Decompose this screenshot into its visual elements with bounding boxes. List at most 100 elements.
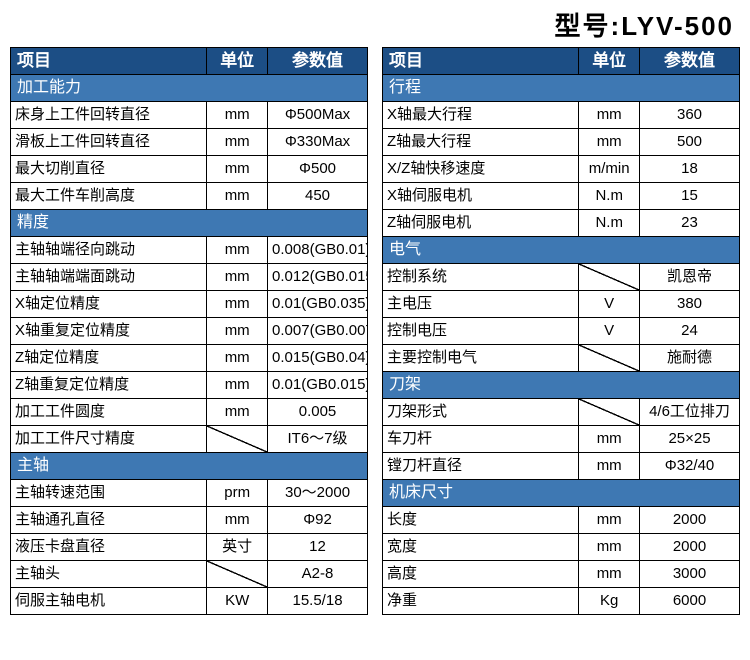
table-row: 净重Kg6000 [383,588,740,615]
table-row: 主轴转速范围prm30～2000 [11,480,368,507]
param-unit: Kg [579,588,640,615]
table-row: 加工工件圆度mm0.005 [11,399,368,426]
param-name: 宽度 [383,534,579,561]
param-unit: N.m [579,210,640,237]
param-name: 加工工件尺寸精度 [11,426,207,453]
table-row: 主电压V380 [383,291,740,318]
param-name: 最大工件车削高度 [11,183,207,210]
section-label: 行程 [383,75,740,102]
param-unit [579,399,640,426]
section-label: 机床尺寸 [383,480,740,507]
table-row: X轴定位精度mm0.01(GB0.035) [11,291,368,318]
param-unit: mm [207,345,268,372]
spec-table-right: 项目单位参数值行程X轴最大行程mm360Z轴最大行程mm500X/Z轴快移速度m… [382,47,740,615]
param-unit: mm [207,129,268,156]
param-unit [579,345,640,372]
param-value: 0.015(GB0.04) [268,345,368,372]
table-header-row: 项目单位参数值 [383,48,740,75]
param-unit: mm [207,183,268,210]
table-row: 镗刀杆直径mmΦ32/40 [383,453,740,480]
table-row: Z轴定位精度mm0.015(GB0.04) [11,345,368,372]
table-row: 主要控制电气施耐德 [383,345,740,372]
param-value: 25×25 [640,426,740,453]
param-value: Φ500 [268,156,368,183]
table-row: X轴重复定位精度mm0.007(GB0.0075) [11,318,368,345]
table-row: 液压卡盘直径英寸12 [11,534,368,561]
table-row: X/Z轴快移速度m/min18 [383,156,740,183]
param-name: 高度 [383,561,579,588]
param-unit: V [579,291,640,318]
param-unit: mm [207,507,268,534]
section-label: 刀架 [383,372,740,399]
param-name: X/Z轴快移速度 [383,156,579,183]
param-value: 6000 [640,588,740,615]
section-label: 电气 [383,237,740,264]
param-unit: mm [579,102,640,129]
param-name: 刀架形式 [383,399,579,426]
param-unit: m/min [579,156,640,183]
param-unit: mm [207,102,268,129]
param-unit: V [579,318,640,345]
param-name: X轴最大行程 [383,102,579,129]
param-name: 主要控制电气 [383,345,579,372]
param-value: Φ32/40 [640,453,740,480]
param-name: X轴伺服电机 [383,183,579,210]
section-row: 行程 [383,75,740,102]
param-value: 360 [640,102,740,129]
param-name: 净重 [383,588,579,615]
section-label: 主轴 [11,453,368,480]
param-name: 床身上工件回转直径 [11,102,207,129]
param-value: 0.005 [268,399,368,426]
section-label: 加工能力 [11,75,368,102]
param-name: Z轴伺服电机 [383,210,579,237]
table-header-cell: 单位 [207,48,268,75]
table-row: 主轴轴端径向跳动mm0.008(GB0.01) [11,237,368,264]
param-unit: N.m [579,183,640,210]
param-name: X轴重复定位精度 [11,318,207,345]
section-row: 电气 [383,237,740,264]
param-unit: mm [579,507,640,534]
model-value: LYV-500 [621,11,734,41]
model-label: 型号: [555,11,622,41]
table-row: 床身上工件回转直径mmΦ500Max [11,102,368,129]
table-header-cell: 参数值 [640,48,740,75]
section-row: 加工能力 [11,75,368,102]
section-label: 精度 [11,210,368,237]
param-value: 4/6工位排刀 [640,399,740,426]
param-value: 2000 [640,507,740,534]
param-unit: mm [579,561,640,588]
section-row: 刀架 [383,372,740,399]
section-row: 精度 [11,210,368,237]
param-unit: mm [207,399,268,426]
param-name: 车刀杆 [383,426,579,453]
table-row: 宽度mm2000 [383,534,740,561]
section-row: 主轴 [11,453,368,480]
param-name: Z轴重复定位精度 [11,372,207,399]
param-name: 控制电压 [383,318,579,345]
param-value: IT6～7级 [268,426,368,453]
table-header-cell: 单位 [579,48,640,75]
param-value: 30～2000 [268,480,368,507]
param-unit [579,264,640,291]
param-value: 0.01(GB0.015) [268,372,368,399]
table-row: 主轴通孔直径mmΦ92 [11,507,368,534]
table-row: 控制电压V24 [383,318,740,345]
param-name: Z轴最大行程 [383,129,579,156]
param-value: 0.007(GB0.0075) [268,318,368,345]
table-row: 高度mm3000 [383,561,740,588]
param-name: 伺服主轴电机 [11,588,207,615]
model-line: 型号:LYV-500 [10,6,740,43]
param-unit: mm [207,372,268,399]
param-value: 12 [268,534,368,561]
table-row: 主轴头A2-8 [11,561,368,588]
param-value: 0.008(GB0.01) [268,237,368,264]
table-row: 车刀杆mm25×25 [383,426,740,453]
param-unit: KW [207,588,268,615]
spec-table-left: 项目单位参数值加工能力床身上工件回转直径mmΦ500Max滑板上工件回转直径mm… [10,47,368,615]
param-value: 23 [640,210,740,237]
param-unit [207,561,268,588]
param-unit: mm [207,156,268,183]
table-row: Z轴伺服电机N.m23 [383,210,740,237]
param-name: 主轴通孔直径 [11,507,207,534]
param-value: Φ330Max [268,129,368,156]
